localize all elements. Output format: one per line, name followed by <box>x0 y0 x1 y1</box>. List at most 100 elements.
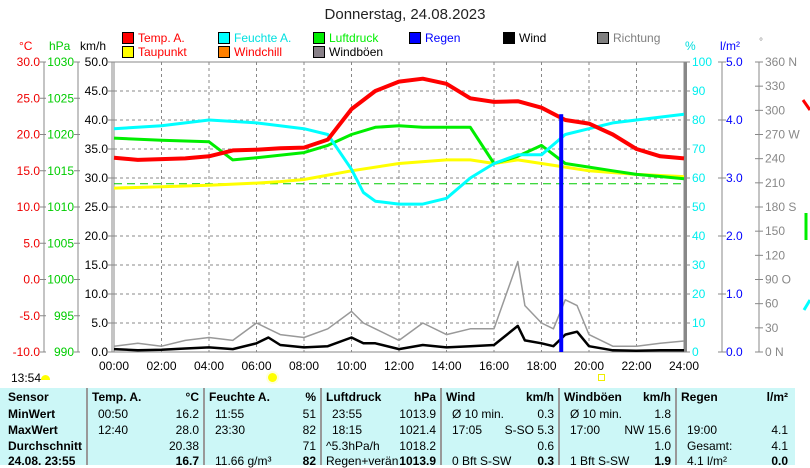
rain-bar <box>559 114 564 352</box>
time-label: 14:00 <box>431 359 461 373</box>
table-cell: 12:40 <box>98 423 129 437</box>
table-cell: 16.2 <box>175 407 199 421</box>
tick-label: 0.0 <box>91 345 108 359</box>
legend-swatch <box>503 32 515 44</box>
column-divider <box>675 388 677 465</box>
tick-label: 180 S <box>765 200 796 214</box>
table-cell: Wind <box>446 390 476 404</box>
table-cell: 24.08. 23:55 <box>8 454 76 468</box>
table-cell: 11:55 <box>215 407 245 421</box>
series-temp-a- <box>113 76 685 162</box>
tick-label: 50.0 <box>85 55 109 69</box>
table-cell: 4.1 l/m² <box>687 454 728 468</box>
table-cell: 23:55 <box>332 407 363 421</box>
table-cell: 11.66 g/m³ <box>215 454 272 468</box>
tick-label: 45.0 <box>85 84 109 98</box>
table-cell: Luftdruck <box>326 390 382 404</box>
table-cell: Temp. A. <box>92 390 142 404</box>
time-label: 06:00 <box>241 359 271 373</box>
sunrise-icon <box>268 373 277 382</box>
statistics-table: Sensor Temp. A. °C Feuchte A.% Luftdruck hPa W… <box>0 388 795 468</box>
tick-label: 50 <box>692 200 706 214</box>
tick-label: 60 <box>765 297 779 311</box>
chart-title: Donnerstag, 24.08.2023 <box>324 6 486 23</box>
table-cell: 00:50 <box>98 407 129 421</box>
table-cell: hPa <box>413 390 436 404</box>
time-label: 00:00 <box>99 359 129 373</box>
tick-label: 40.0 <box>85 113 109 127</box>
table-cell: 1.0 <box>654 439 671 453</box>
table-cell: 51 <box>302 407 316 421</box>
time-label: 12:00 <box>384 359 414 373</box>
tick-label: 25.0 <box>85 200 109 214</box>
legend-item: Wind <box>503 31 546 45</box>
legend-item: Windchill <box>218 45 282 59</box>
tick-label: 5.0 <box>726 55 743 69</box>
tick-label: 4.0 <box>726 113 743 127</box>
time-label: 22:00 <box>621 359 651 373</box>
table-cell: 1.8 <box>654 407 671 421</box>
time-label: 20:00 <box>574 359 604 373</box>
tick-label: 20.0 <box>85 229 109 243</box>
table-cell: °C <box>185 390 199 404</box>
tick-label: 5.0 <box>23 236 40 250</box>
column-divider <box>203 388 205 465</box>
percent-unit: % <box>685 39 696 53</box>
table-cell: S-SO 5.3 <box>504 423 554 437</box>
tick-label: 60 <box>692 171 706 185</box>
table-cell: 17:00 <box>570 423 601 437</box>
tick-label: 15.0 <box>17 164 41 178</box>
tick-label: 1020 <box>47 128 74 142</box>
tick-label: 35.0 <box>85 142 109 156</box>
tick-label: 3.0 <box>726 171 743 185</box>
table-cell: 4.1 <box>771 439 788 453</box>
time-label: 04:00 <box>194 359 224 373</box>
series-taupunkt <box>113 158 685 190</box>
tick-label: 360 N <box>765 55 797 69</box>
table-cell: 4.1 <box>771 423 788 437</box>
edge-mini-series <box>801 99 810 111</box>
table-cell: Regen+verän <box>326 454 399 468</box>
hpa-unit: hPa <box>49 39 71 53</box>
tick-label: 70 <box>692 142 706 156</box>
legend-label: Richtung <box>613 31 661 45</box>
cloud-icon <box>41 375 50 380</box>
tick-label: 0.0 <box>726 345 743 359</box>
legend-swatch <box>218 32 230 44</box>
weather-chart: 30.025.020.015.010.05.00.0-5.0-10.010301… <box>13 55 810 373</box>
table-cell: km/h <box>525 390 554 404</box>
legend-item: Luftdruck <box>313 31 378 45</box>
tick-label: 40 <box>692 229 706 243</box>
tick-label: 80 <box>692 113 706 127</box>
table-cell: 20.38 <box>168 439 199 453</box>
legend-label: Luftdruck <box>329 31 379 45</box>
legend-label: Windböen <box>329 45 384 59</box>
tick-label: 270 W <box>765 128 800 142</box>
legend-label: Taupunkt <box>138 45 187 59</box>
tick-label: 25.0 <box>17 91 41 105</box>
tick-label: 10 <box>692 316 706 330</box>
tick-label: 150 <box>765 224 785 238</box>
tick-label: 995 <box>54 309 74 323</box>
tick-label: 30.0 <box>17 55 41 69</box>
series-windb-en <box>113 260 685 347</box>
tick-label: 1030 <box>47 55 74 69</box>
legend-item: Temp. A. <box>122 31 185 45</box>
legend-label: Regen <box>425 31 461 45</box>
edge-mini-series <box>802 299 810 311</box>
legend-swatch <box>122 32 134 44</box>
tick-label: 20 <box>692 287 706 301</box>
table-cell: 0.3 <box>537 454 554 468</box>
table-cell: 0.6 <box>537 439 554 453</box>
time-label: 08:00 <box>289 359 319 373</box>
tick-label: -5.0 <box>19 309 40 323</box>
column-divider <box>440 388 442 465</box>
table-cell: 1013.9 <box>399 407 436 421</box>
tick-label: 5.0 <box>91 316 108 330</box>
series-luftdruck <box>113 124 685 181</box>
tick-label: 330 <box>765 79 785 93</box>
table-cell: Feuchte A. <box>209 390 270 404</box>
time-label: 24:00 <box>669 359 699 373</box>
table-cell: MinWert <box>8 407 56 421</box>
tick-label: 100 <box>692 55 712 69</box>
